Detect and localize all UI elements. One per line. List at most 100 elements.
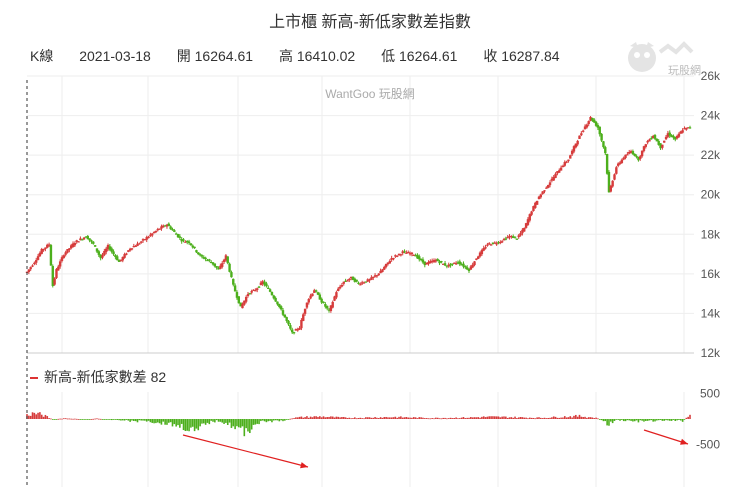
diff-bar xyxy=(621,419,623,420)
diff-bar xyxy=(435,417,437,419)
diff-bar xyxy=(118,419,120,421)
candle-body xyxy=(513,236,517,238)
candle-body xyxy=(261,281,264,285)
candle-body xyxy=(204,257,207,260)
diff-bar xyxy=(547,417,549,419)
candle-body xyxy=(81,239,84,241)
diff-bar xyxy=(637,419,640,423)
candle-body xyxy=(405,252,408,254)
diff-bar xyxy=(473,417,476,419)
candle-body xyxy=(141,239,145,241)
diff-bar xyxy=(44,414,47,419)
candle-body xyxy=(574,143,578,148)
candle-body xyxy=(357,282,360,284)
candle-body xyxy=(388,260,392,264)
candle-body xyxy=(591,117,594,121)
candle-body xyxy=(42,249,45,251)
diff-bar xyxy=(127,419,130,421)
candle-body xyxy=(397,253,401,256)
diff-bar xyxy=(136,419,139,423)
diff-bar xyxy=(422,417,424,419)
diff-bar xyxy=(366,417,369,419)
candle-body xyxy=(70,245,73,249)
candle-body xyxy=(456,262,460,264)
diff-bar xyxy=(495,416,498,419)
ohlc-date: 2021-03-18 xyxy=(79,48,151,64)
candle-body xyxy=(421,259,425,263)
candle-body xyxy=(602,141,605,148)
candle-body xyxy=(504,238,508,240)
candle-body xyxy=(119,259,123,261)
candle-body xyxy=(362,282,366,284)
diff-bar xyxy=(306,416,308,419)
diff-bar xyxy=(374,417,376,419)
candle-body xyxy=(644,144,647,147)
candle-body xyxy=(493,242,496,244)
diff-bar xyxy=(169,419,172,423)
diff-bar xyxy=(674,419,677,422)
diff-bar xyxy=(322,416,325,419)
diff-bar xyxy=(247,419,249,432)
candle-body xyxy=(410,252,414,255)
grid xyxy=(27,75,694,487)
candle-body xyxy=(587,121,590,125)
diff-bar xyxy=(650,419,653,421)
candle-body xyxy=(572,146,576,152)
diff-bar xyxy=(563,416,566,419)
candle-body xyxy=(392,258,395,260)
diff-bar xyxy=(348,417,351,419)
ohlc-info: K線 2021-03-18 開 16264.61 高 16410.02 低 16… xyxy=(30,46,582,66)
diff-bar xyxy=(29,415,32,419)
diff-bar xyxy=(600,419,603,421)
diff-bar xyxy=(64,418,67,420)
candle-body xyxy=(110,248,113,252)
candle-body xyxy=(581,130,585,132)
diff-bar xyxy=(602,419,605,422)
candle-body xyxy=(359,284,362,286)
candle-body xyxy=(46,244,49,248)
candle-body xyxy=(147,236,150,239)
diff-bar xyxy=(237,419,240,428)
candle-body xyxy=(90,240,93,242)
candle-body xyxy=(265,283,268,287)
candle-body xyxy=(583,126,587,130)
diff-bar xyxy=(350,418,352,420)
candle-body xyxy=(600,133,603,141)
candle-body xyxy=(316,292,320,295)
diff-bar xyxy=(249,419,251,434)
diff-bar xyxy=(681,419,684,422)
candle-body xyxy=(325,305,329,309)
candle-body xyxy=(303,308,307,314)
candle-body xyxy=(88,238,91,241)
diff-bar xyxy=(328,416,330,419)
diff-bar xyxy=(256,419,259,424)
diff-bar xyxy=(261,419,264,421)
diff-bar xyxy=(545,418,548,419)
diff-bar xyxy=(449,417,452,419)
trend-arrow-line xyxy=(182,434,309,468)
diff-bar xyxy=(503,416,505,419)
diff-bar xyxy=(654,419,656,422)
diff-bar xyxy=(615,419,618,420)
diff-bar xyxy=(571,417,573,419)
candle-body xyxy=(523,227,526,232)
diff-bar xyxy=(438,418,441,420)
candle-body xyxy=(289,325,292,329)
diff-bar xyxy=(377,418,380,419)
candle-body xyxy=(241,303,244,309)
diff-bar xyxy=(156,419,159,423)
candle-body xyxy=(64,252,67,255)
diff-bar xyxy=(160,419,163,425)
candle-body xyxy=(246,294,250,297)
candle-body xyxy=(134,245,137,248)
diff-bar xyxy=(379,417,382,419)
diff-bar xyxy=(131,419,133,421)
candle-body xyxy=(322,301,325,304)
candle-body xyxy=(163,225,167,227)
candle-body xyxy=(151,233,154,236)
trend-arrow-head xyxy=(300,462,308,469)
diff-bar xyxy=(409,417,411,419)
diff-bar xyxy=(490,416,492,419)
candle-body xyxy=(36,256,40,260)
candle-body xyxy=(467,268,471,272)
